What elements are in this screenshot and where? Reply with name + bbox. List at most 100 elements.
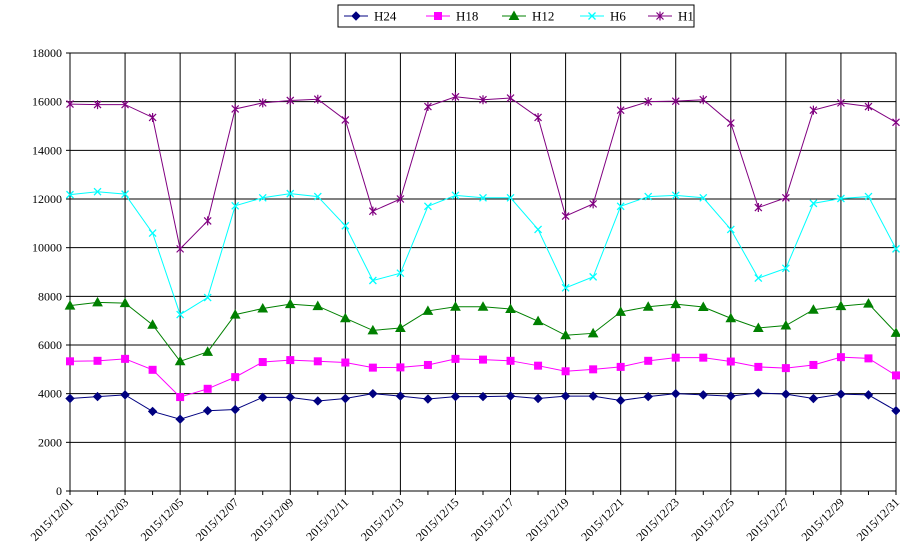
data-point xyxy=(589,199,598,209)
data-point xyxy=(341,221,350,230)
data-point xyxy=(231,201,240,210)
legend-label: H18 xyxy=(456,9,478,24)
data-point xyxy=(808,304,819,314)
data-point xyxy=(864,102,873,112)
data-point xyxy=(671,96,680,106)
series-h6 xyxy=(66,187,900,319)
series-h18 xyxy=(66,353,900,402)
x-tick-label: 2015/12/03 xyxy=(83,495,132,544)
data-point xyxy=(147,319,158,329)
data-point xyxy=(781,193,790,203)
data-point xyxy=(809,199,818,208)
data-point xyxy=(644,192,653,201)
data-point xyxy=(257,302,269,313)
data-point xyxy=(202,405,213,416)
data-point xyxy=(726,391,736,401)
plot-border xyxy=(69,52,897,492)
data-point xyxy=(258,358,267,367)
data-point xyxy=(423,360,432,369)
data-point xyxy=(644,356,653,365)
data-point xyxy=(285,392,295,403)
x-tick-label: 2015/12/15 xyxy=(413,495,462,544)
legend: H24 H18 H12 H6 H1 xyxy=(337,4,695,28)
data-point xyxy=(451,191,460,200)
data-point xyxy=(506,356,515,365)
data-point xyxy=(698,390,708,400)
data-point xyxy=(231,104,240,114)
data-point xyxy=(66,357,74,366)
data-point xyxy=(726,225,735,234)
data-point xyxy=(148,229,157,238)
y-tick-label: 18000 xyxy=(32,46,62,60)
data-point xyxy=(506,193,515,202)
y-tick-label: 14000 xyxy=(32,143,62,157)
legend-item-h18: H18 xyxy=(426,9,478,24)
data-point xyxy=(121,354,130,363)
data-point xyxy=(561,367,570,376)
data-point xyxy=(351,11,361,21)
data-point xyxy=(284,298,296,309)
data-point xyxy=(864,192,873,201)
data-point xyxy=(148,365,157,374)
x-tick-label: 2015/12/17 xyxy=(468,495,517,544)
data-point xyxy=(671,388,681,399)
data-point xyxy=(726,118,735,128)
data-point xyxy=(656,11,664,21)
data-point xyxy=(478,391,488,402)
x-tick-label: 2015/12/29 xyxy=(798,495,847,544)
data-point xyxy=(616,202,625,211)
data-point xyxy=(697,301,709,312)
data-point xyxy=(368,388,378,399)
data-point xyxy=(754,362,763,371)
legend-label: H6 xyxy=(610,9,626,24)
data-point xyxy=(434,12,442,20)
data-point xyxy=(643,391,653,402)
data-point xyxy=(753,388,764,398)
legend-item-h24: H24 xyxy=(344,9,397,24)
y-tick-label: 10000 xyxy=(32,241,62,255)
x-tick-label: 2015/12/21 xyxy=(578,495,627,544)
data-point xyxy=(120,390,130,400)
data-point xyxy=(587,327,599,338)
data-point xyxy=(313,94,322,104)
data-point xyxy=(835,300,847,311)
data-point xyxy=(174,355,186,366)
data-point xyxy=(671,353,680,362)
data-point xyxy=(479,355,487,364)
y-tick-label: 16000 xyxy=(32,95,62,109)
data-point xyxy=(616,105,625,115)
gridlines xyxy=(69,52,897,492)
x-tick-label: 2015/12/25 xyxy=(688,495,737,544)
data-point xyxy=(505,391,516,401)
data-point xyxy=(231,373,240,382)
data-point xyxy=(534,225,543,234)
y-tick-label: 12000 xyxy=(32,192,62,206)
data-point xyxy=(229,309,241,319)
data-point xyxy=(506,93,515,103)
data-point xyxy=(589,272,598,281)
data-point xyxy=(560,329,571,340)
data-point xyxy=(93,356,102,365)
data-point xyxy=(258,392,268,403)
data-point xyxy=(561,283,570,292)
x-tick-label: 2015/12/05 xyxy=(138,495,187,544)
data-point xyxy=(175,414,185,424)
data-point xyxy=(451,92,460,102)
data-point xyxy=(203,216,212,226)
data-point xyxy=(891,405,900,416)
y-axis-ticks: 0 2000 4000 6000 8000 10000 12000 14000 16000 180… xyxy=(32,46,70,498)
data-point xyxy=(258,98,267,108)
data-point xyxy=(203,293,212,302)
data-point xyxy=(176,310,185,319)
data-point xyxy=(396,194,405,204)
data-point xyxy=(754,274,763,283)
data-point xyxy=(863,390,874,400)
data-point xyxy=(65,393,75,404)
data-point xyxy=(313,396,323,406)
data-point xyxy=(93,100,102,110)
data-point xyxy=(202,346,214,356)
data-point xyxy=(92,296,103,307)
data-point xyxy=(230,404,240,415)
x-tick-label: 2015/12/01 xyxy=(28,495,77,544)
data-point xyxy=(670,298,682,309)
